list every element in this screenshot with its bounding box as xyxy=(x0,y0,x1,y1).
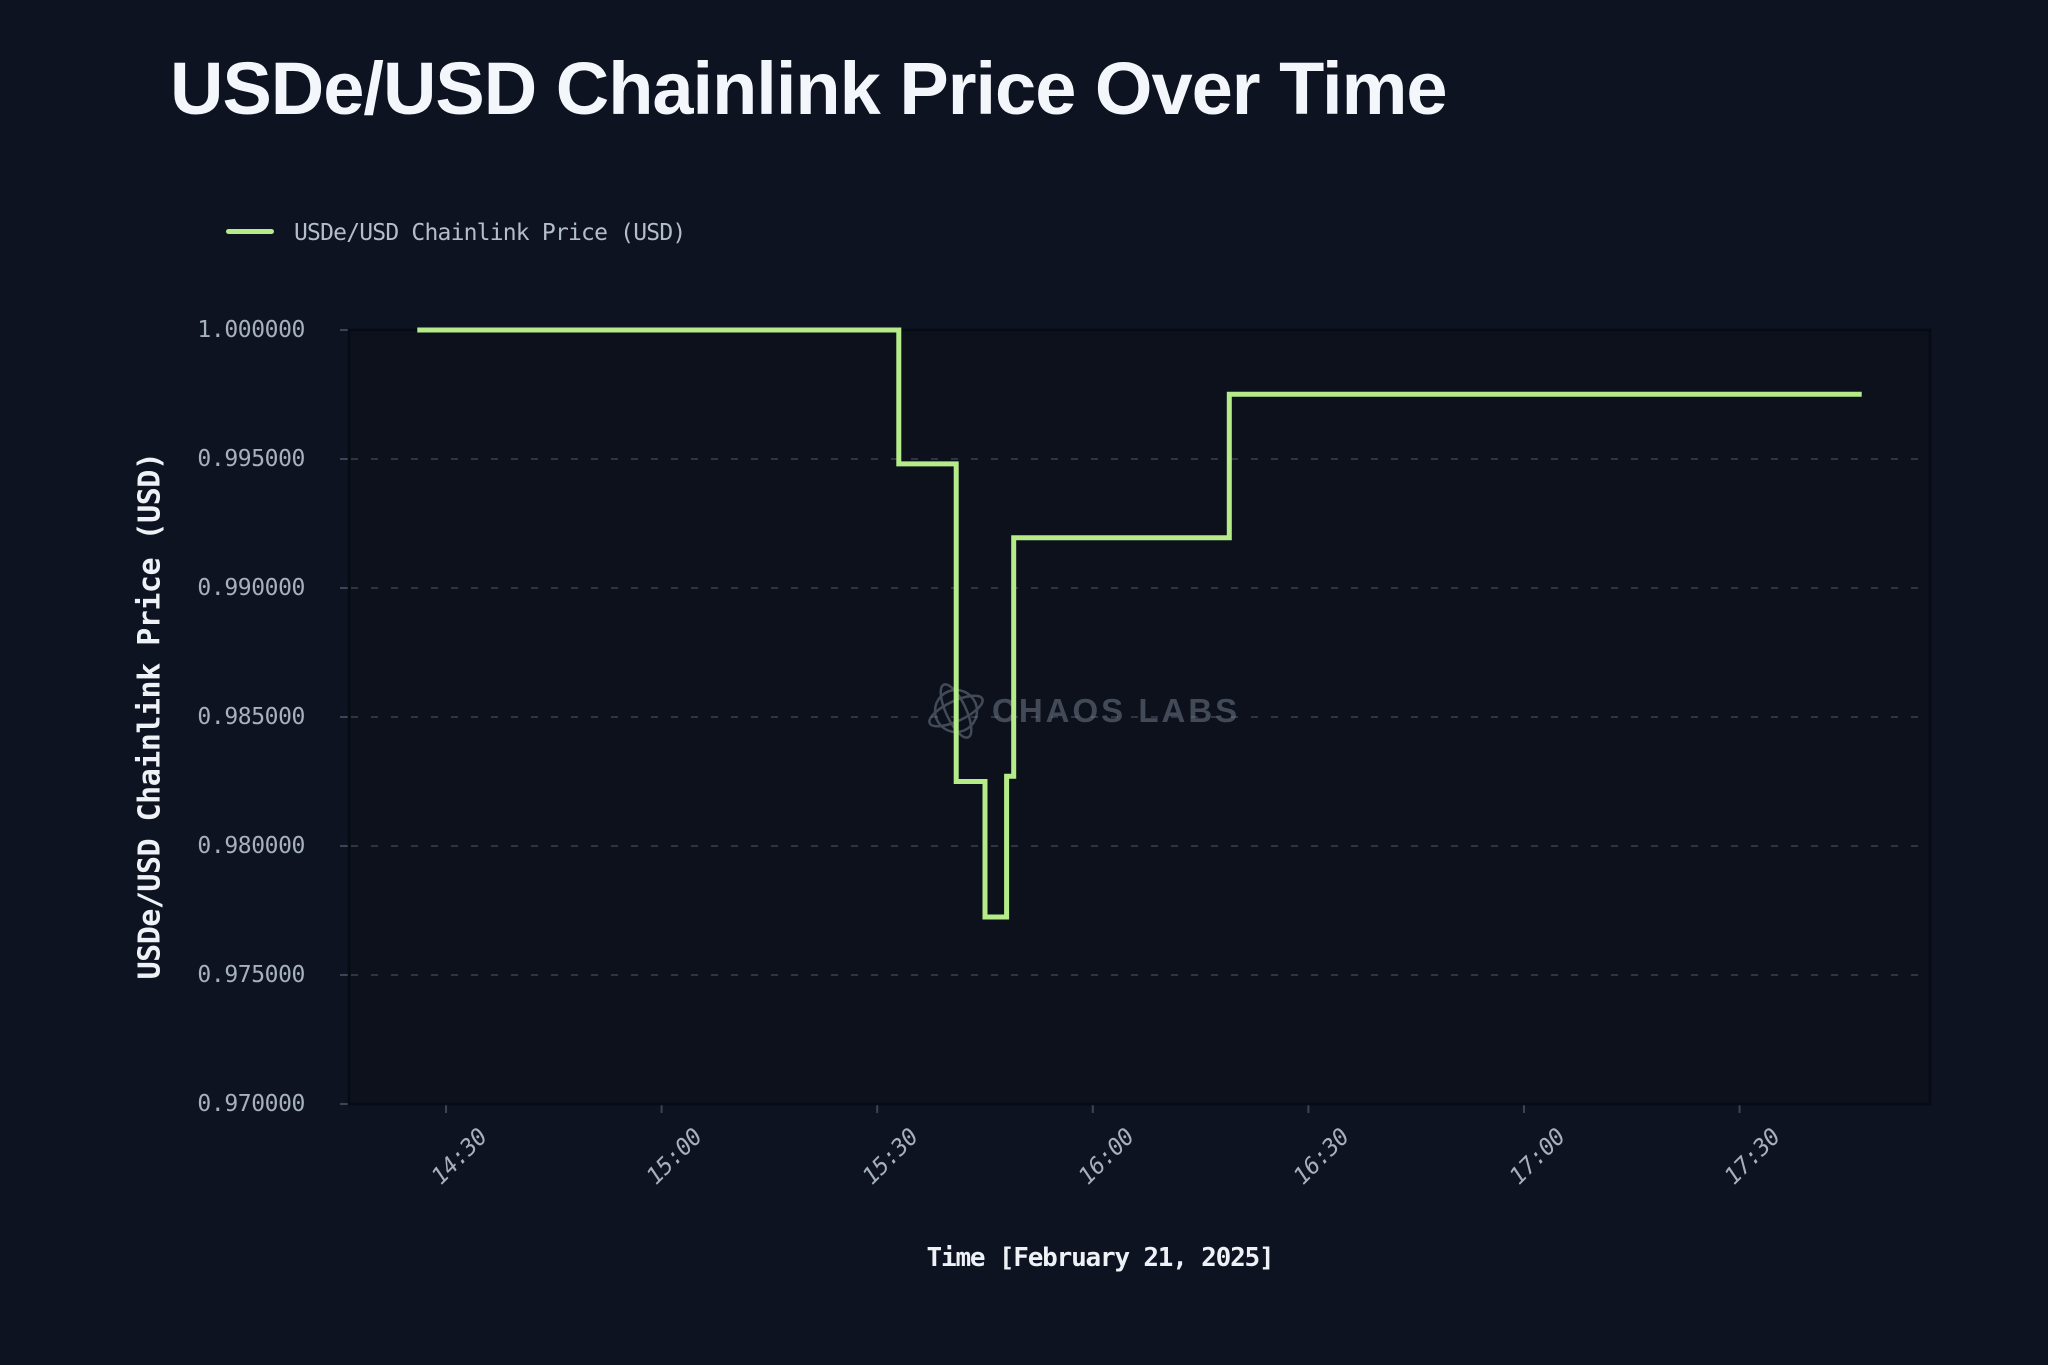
y-tick-label: 0.995000 xyxy=(197,446,305,472)
legend-label: USDe/USD Chainlink Price (USD) xyxy=(294,220,686,246)
y-tick-label: 0.975000 xyxy=(197,962,305,988)
chart-title: USDe/USD Chainlink Price Over Time xyxy=(170,47,1448,130)
y-tick-label: 1.000000 xyxy=(197,317,305,343)
y-tick-label: 0.990000 xyxy=(197,575,305,601)
y-tick-label: 0.985000 xyxy=(197,704,305,730)
y-tick-label: 0.970000 xyxy=(197,1091,305,1117)
watermark-text: CHAOS LABS xyxy=(992,692,1240,729)
plot-border xyxy=(347,328,1932,1106)
y-tick-label: 0.980000 xyxy=(197,833,305,859)
price-line xyxy=(417,327,1862,920)
x-axis-title: Time [February 21, 2025] xyxy=(926,1243,1275,1273)
legend-line-swatch xyxy=(226,229,274,234)
